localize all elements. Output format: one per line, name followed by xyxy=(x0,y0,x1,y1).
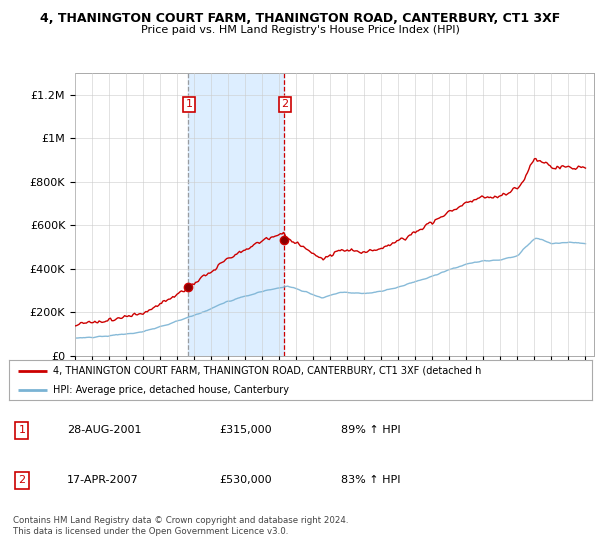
Text: Contains HM Land Registry data © Crown copyright and database right 2024.
This d: Contains HM Land Registry data © Crown c… xyxy=(13,516,349,536)
Text: 2: 2 xyxy=(281,99,289,109)
Text: 1: 1 xyxy=(19,426,25,436)
Text: 28-AUG-2001: 28-AUG-2001 xyxy=(67,426,142,436)
Text: 17-APR-2007: 17-APR-2007 xyxy=(67,475,139,486)
Text: £530,000: £530,000 xyxy=(219,475,272,486)
Text: 4, THANINGTON COURT FARM, THANINGTON ROAD, CANTERBURY, CT1 3XF (detached h: 4, THANINGTON COURT FARM, THANINGTON ROA… xyxy=(53,366,481,376)
Text: 4, THANINGTON COURT FARM, THANINGTON ROAD, CANTERBURY, CT1 3XF: 4, THANINGTON COURT FARM, THANINGTON ROA… xyxy=(40,12,560,25)
Text: HPI: Average price, detached house, Canterbury: HPI: Average price, detached house, Cant… xyxy=(53,385,289,395)
Text: £315,000: £315,000 xyxy=(219,426,272,436)
Bar xyxy=(188,73,284,356)
Text: Price paid vs. HM Land Registry's House Price Index (HPI): Price paid vs. HM Land Registry's House … xyxy=(140,25,460,35)
Text: 2: 2 xyxy=(18,475,25,486)
Text: 1: 1 xyxy=(185,99,193,109)
Text: 83% ↑ HPI: 83% ↑ HPI xyxy=(341,475,401,486)
Text: 89% ↑ HPI: 89% ↑ HPI xyxy=(341,426,401,436)
